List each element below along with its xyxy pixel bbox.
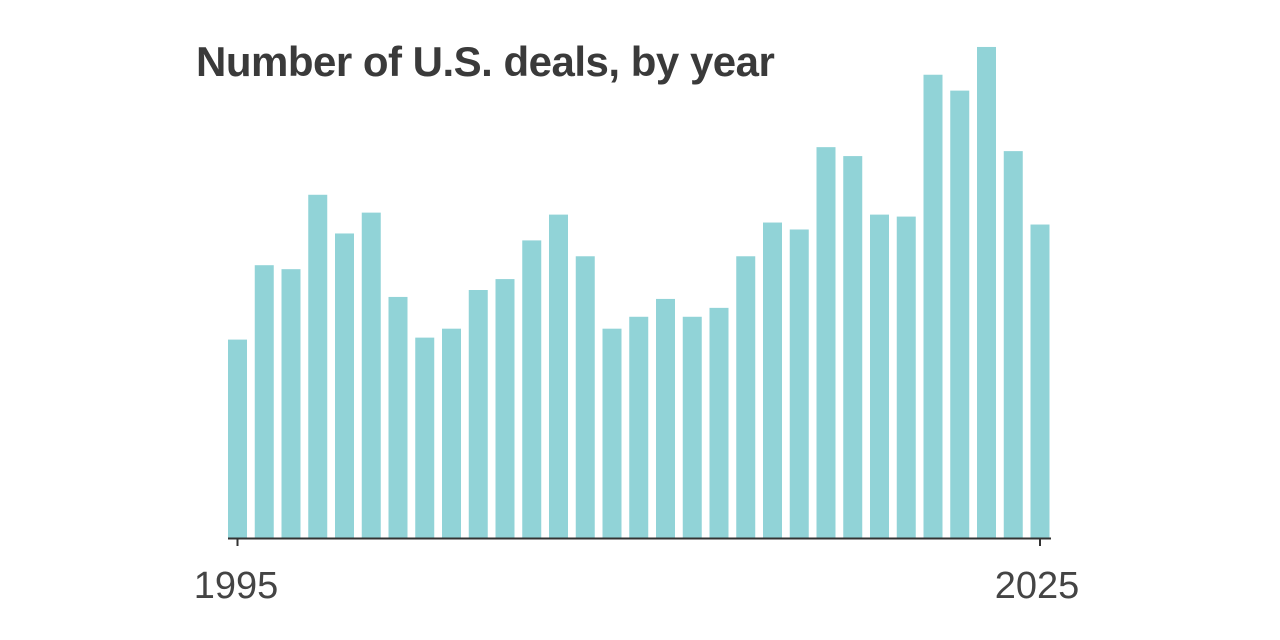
bar-2021	[923, 74, 943, 539]
bar-2014	[736, 256, 756, 538]
bar-2024	[1003, 151, 1023, 538]
bar-2018	[843, 156, 863, 538]
bar-2000	[361, 212, 381, 538]
x-axis-ticks	[236, 538, 1041, 546]
bar-2003	[442, 328, 461, 538]
bar-2017	[816, 147, 836, 538]
bar-2005	[495, 279, 515, 538]
bar-2001	[388, 296, 408, 538]
bar-2006	[522, 240, 542, 538]
bar-2002	[415, 337, 435, 538]
x-tick-label-start: 1995	[194, 565, 279, 607]
bar-2007	[549, 214, 568, 539]
bar-2009	[602, 328, 622, 538]
bar-2025	[1030, 224, 1050, 538]
bar-2019	[870, 214, 889, 539]
bars-group	[228, 46, 1050, 539]
bar-2016	[789, 229, 809, 539]
bar-2011	[656, 298, 675, 538]
x-tick-label-end: 2025	[995, 565, 1080, 607]
bar-2010	[629, 316, 649, 538]
bar-1995	[228, 339, 247, 538]
bar-2004	[468, 290, 488, 538]
bar-2015	[763, 222, 782, 539]
bar-1996	[254, 265, 274, 538]
bar-1999	[335, 233, 354, 538]
bar-2020	[896, 216, 916, 538]
bar-2013	[709, 307, 729, 538]
bar-2012	[682, 316, 702, 538]
bar-2008	[575, 256, 595, 538]
bar-1998	[308, 194, 328, 538]
bar-2023	[977, 46, 996, 539]
bar-2022	[950, 90, 970, 539]
bar-1997	[281, 269, 301, 538]
chart-title: Number of U.S. deals, by year	[196, 38, 775, 85]
